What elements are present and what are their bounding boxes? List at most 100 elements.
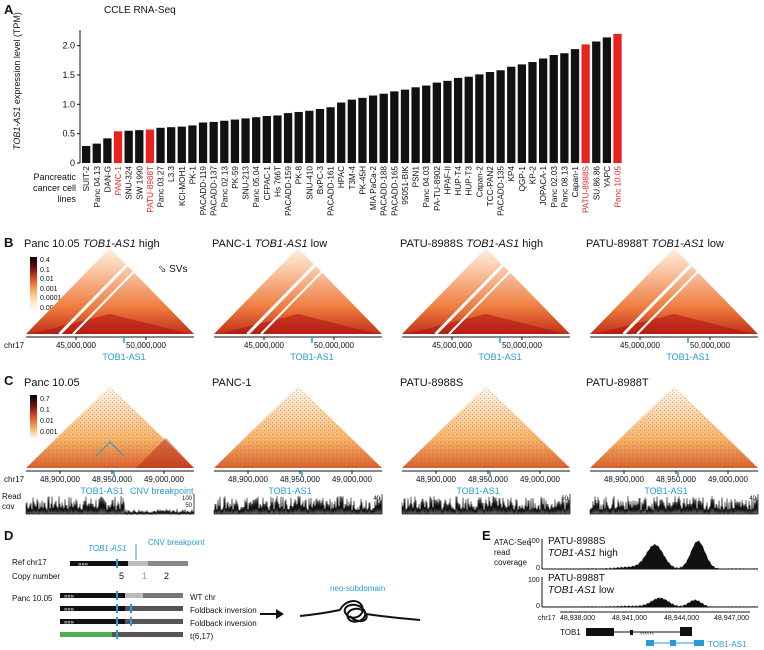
row-translocation [60,630,183,639]
bar-pk-59 [230,119,240,163]
panel-letter-b: B [4,235,14,250]
e-track1-gene: TOB1-AS1 [548,548,597,559]
e-track2-gene: TOB1-AS1 [548,585,597,596]
b-tick-2: 50,000,000 [314,341,355,350]
bar-hup-t3 [464,76,473,163]
svs-legend: ⬂ SVs [158,264,188,275]
b-title-0: Panc 10.05 TOB1-AS1 high [24,238,160,250]
svg-text:»»»: »»» [64,607,75,613]
c-heatmap-0: 48,900,000 48,950,000 49,000,000 TOB1-AS1 ch… [4,386,195,516]
c-cov-scale: 40 [749,496,756,502]
y-ticks: 0 0.5 1.0 1.5 2.0 [62,41,80,168]
bar-tcc-pan2 [485,72,495,163]
c-title-0: Panc 10.05 [24,377,80,389]
x-tick-label: SW 1990 [135,166,144,200]
svg-text:»»»: »»» [64,594,75,600]
bar-pacadd-159 [283,113,293,163]
x-tick-label: Capan-1 [571,166,580,198]
svg-text:»»»: »»» [78,562,89,568]
x-tick-label: PK-8 [295,166,304,185]
c-tick-2: 49,000,000 [708,475,749,484]
c-title-2: PATU-8988S [400,377,464,389]
x-tick-label: KP4 [507,166,516,182]
bar-snu-410 [305,110,314,163]
d-copy-label: Copy number [12,572,61,581]
x-tick-label: SNU-324 [125,166,134,200]
b-gene-label: TOB1-AS1 [102,352,145,362]
x-tick-label: 95051-BIK [401,165,410,204]
x-tick-label: PATU-8988S [582,165,591,213]
bar-hup-t4 [453,77,463,163]
x-tick-label: PK-45H [358,166,367,195]
c-gene-label: TOB1-AS1 [644,486,687,496]
d-ref-label: Ref chr17 [12,558,47,567]
x-tick-label: BxPC-3 [316,166,325,195]
e-track2-label: PATU-8988T TOB1-AS1 low [548,573,614,597]
bar-panc-1 [113,131,123,163]
b-gene-label: TOB1-AS1 [478,352,521,362]
b-title-2: PATU-8988S TOB1-AS1 high [400,238,543,250]
bar-pacadd-119 [198,122,208,163]
bar-panc-05-04 [252,117,261,163]
e-header-2: read [494,548,511,557]
read-cov-label-2: cov [2,502,15,511]
x-tick-label: L3.3 [167,166,176,182]
e-scale-top-2: 100 [528,577,540,584]
bar-pacadd-188 [379,93,388,163]
x-tick-label: Panc 02.03 [550,166,559,208]
d-row-1: Foldback inversion [190,606,257,615]
bar-kp-2 [528,62,537,163]
bar-hs-766t [273,115,282,163]
b-scale-0: 0.4 [40,257,50,264]
x-tick-label: PACADD-159 [284,166,293,216]
c-cov-scale: 60 [561,496,568,502]
e-header: ATAC-Seq read coverage [494,538,531,568]
d-copy-2: 2 [164,571,170,581]
chart-title: CCLE RNA-Seq [104,5,176,16]
x-tick-label: SU.86.86 [592,166,601,201]
c-color-scale-labels: 0.7 0.1 0.01 0.001 [40,394,58,438]
e-track1-label: PATU-8988S TOB1-AS1 high [548,536,618,560]
b-tick-1: 45,000,000 [620,341,661,350]
x-tick-label: YAPC [603,166,612,188]
x-tick-label: Capan-2 [475,166,484,198]
bar-sw-1990 [135,130,144,163]
e-track2-coverage [542,597,758,607]
c-tick-0: 48,900,000 [416,475,457,484]
c-title-3: PATU-8988T [586,377,649,389]
b-title-name: PANC-1 [212,238,255,250]
b-title-name: PATU-8988T [586,238,652,250]
bar-pacadd-165 [390,91,399,163]
b-title-1: PANC-1 TOB1-AS1 low [212,238,327,250]
read-cov-label: Read cov [2,492,21,512]
x-tick-label: HUP-T3 [465,166,474,196]
ref-chr-bar: »»» [70,544,188,568]
d-gene-label: TOB1-AS1 [88,544,127,553]
b-tick-1: 45,000,000 [244,341,285,350]
c-gene-label: TOB1-AS1 [456,486,499,496]
e-chr-label: chr17 [538,615,556,622]
e-scale-bottom-2: 0 [536,603,540,610]
c-tick-1: 48,950,000 [656,475,697,484]
e-track1-state: high [598,548,618,559]
e-tob1-gene-model: ‹‹‹‹‹‹ [586,627,692,637]
x-tick-label: PACADD-119 [199,166,208,216]
y-tick-label: 1.0 [62,99,75,109]
c-tick-0: 48,900,000 [228,475,269,484]
bar-jopaca-1 [538,58,548,163]
x-tick-label: PACADD-137 [210,166,219,216]
b-scale-1: 0.1 [40,266,50,274]
bar-dan-g [103,138,112,163]
bar-patu-8988t [145,129,155,163]
bar-panc-03-27 [156,127,165,163]
x-tick-label: TCC-PAN2 [486,166,495,207]
bar-l3-3 [167,127,176,163]
b-gene-label: TOB1-AS1 [666,352,709,362]
c-color-bar [30,395,37,439]
bar-kci-moh1 [177,126,186,163]
x-tick-label: KCI-MOH1 [178,166,187,206]
svg-text:‹‹‹‹‹‹: ‹‹‹‹‹‹ [640,630,655,637]
e-track1-coverage [542,540,758,569]
bar-suit-2 [82,145,91,163]
